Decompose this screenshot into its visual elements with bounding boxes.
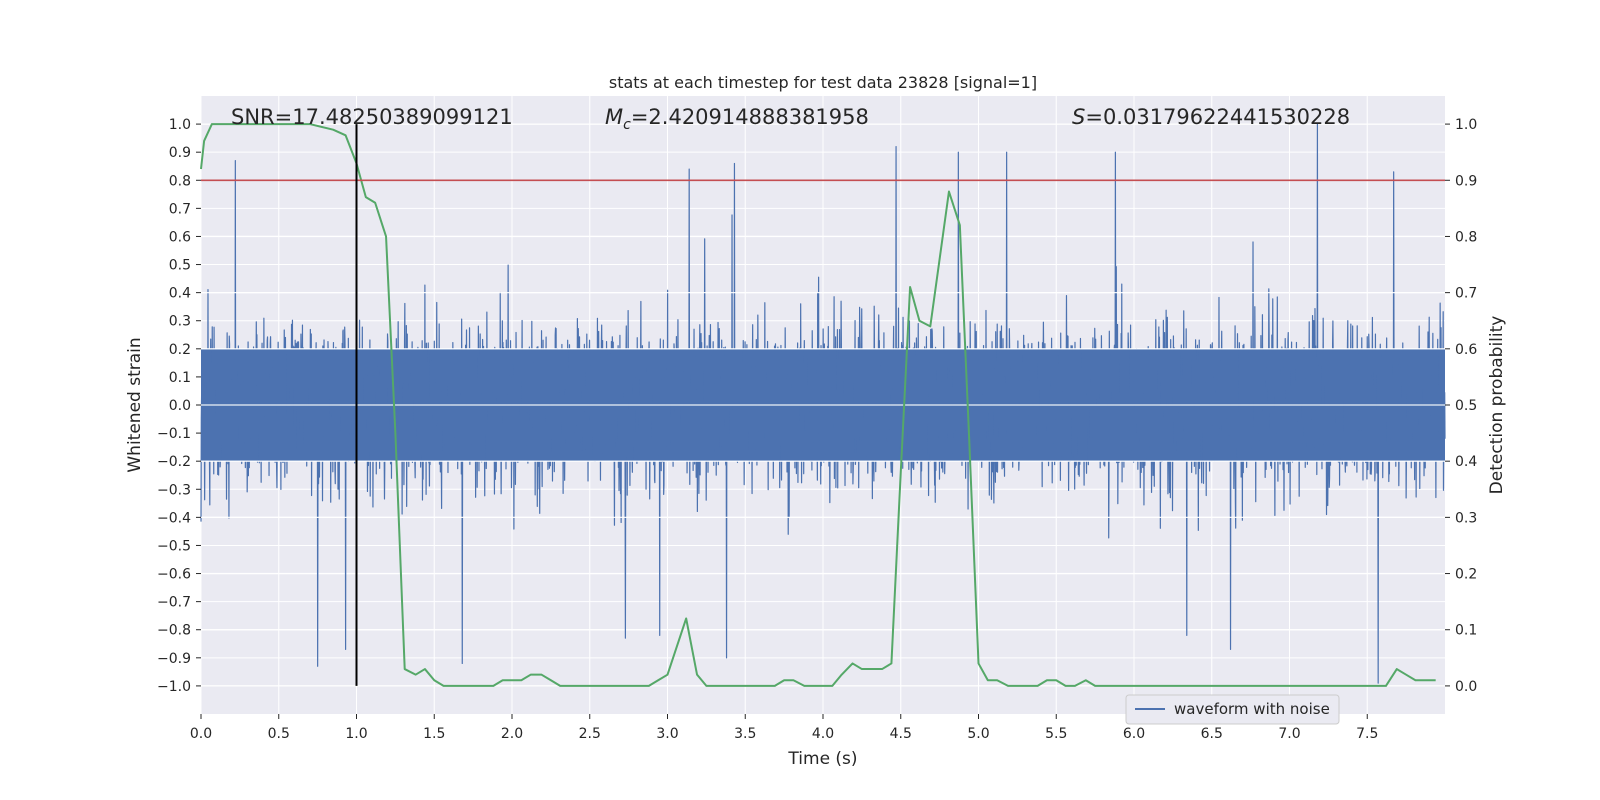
detection-probability-series [200,123,1436,687]
legend: waveform with noise [1125,694,1340,725]
y-left-tick-label: 0.1 [169,370,191,386]
y-left-tick-label: −0.4 [157,510,191,526]
y-right-tick-label: 0.2 [1455,567,1477,583]
y-left-tick-label: −0.9 [157,651,191,667]
y-right-tick-label: 0.8 [1455,229,1477,245]
y-right-tick-label: 0.4 [1455,454,1477,470]
y-left-tick-label: 0.8 [169,173,191,189]
chirp-mass-subscript: c [623,117,631,133]
y-left-tick-label: 0.0 [169,398,191,414]
y-axis-right-label: Detection probability [1487,316,1507,495]
y-left-tick-label: −0.7 [157,595,191,611]
y-right-tick-label: 0.5 [1455,398,1477,414]
y-left-tick-label: 0.6 [169,229,191,245]
y-left-tick-label: −0.8 [157,623,191,639]
x-tick-label: 2.5 [579,726,601,742]
s-symbol: S [1072,105,1085,129]
x-tick-label: 7.0 [1278,726,1300,742]
chirp-mass-symbol: M [605,105,623,129]
overlays [201,124,1445,686]
legend-label-waveform: waveform with noise [1174,700,1330,718]
x-tick-label: 5.0 [967,726,989,742]
y-right-tick-label: 0.9 [1455,173,1477,189]
x-axis-label: Time (s) [787,749,857,769]
x-tick-label: 4.0 [812,726,834,742]
chart-title: stats at each timestep for test data 238… [609,73,1037,92]
waveform-line [200,123,1446,684]
y-left-tick-label: 0.5 [169,258,191,274]
y-right-tick-label: 0.7 [1455,286,1477,302]
y-right-tick-label: 1.0 [1455,117,1477,133]
s-value: =0.03179622441530228 [1085,105,1350,129]
x-axis-ticks: 0.0 0.5 1.0 1.5 2.0 2.5 3.0 3.5 4.0 4.5 5.0 5.5 6.0 6… [190,714,1378,742]
x-tick-label: 6.0 [1123,726,1145,742]
chirp-mass-annotation: Mc=2.420914888381958 [605,105,869,133]
waveform-with-noise-series [200,123,1446,684]
x-tick-label: 0.5 [268,726,290,742]
y-left-tick-label: 0.7 [169,201,191,217]
y-left-tick-label: −0.6 [157,567,191,583]
snr-annotation: SNR=17.48250389099121 [231,105,513,129]
s-annotation: S=0.03179622441530228 [1072,105,1350,129]
y-right-tick-label: 0.0 [1455,679,1477,695]
y-left-tick-label: −0.5 [157,538,191,554]
x-tick-label: 3.0 [656,726,678,742]
y-left-tick-label: 0.9 [169,145,191,161]
y-right-tick-label: 0.3 [1455,510,1477,526]
legend-box [1125,694,1340,725]
y-left-tick-label: 0.3 [169,314,191,330]
x-tick-label: 5.5 [1045,726,1067,742]
x-tick-label: 2.0 [501,726,523,742]
y-left-tick-label: −0.3 [157,482,191,498]
y-left-tick-label: −1.0 [157,679,191,695]
y-right-tick-label: 0.1 [1455,623,1477,639]
y-axis-right-ticks: 1.0 0.9 0.8 0.7 0.6 0.5 0.4 0.3 0.2 0.1 0.0 [1445,117,1477,695]
detection-probability-line [200,123,1436,687]
y-left-tick-label: −0.1 [157,426,191,442]
y-left-tick-label: −0.2 [157,454,191,470]
x-tick-label: 3.5 [734,726,756,742]
y-axis-left-label: Whitened strain [125,337,145,472]
y-right-tick-label: 0.6 [1455,342,1477,358]
y-left-tick-label: 0.2 [169,342,191,358]
x-tick-label: 7.5 [1356,726,1378,742]
x-tick-label: 1.5 [423,726,445,742]
chirp-mass-value: =2.420914888381958 [631,105,869,129]
x-tick-label: 4.5 [890,726,912,742]
y-left-tick-label: 1.0 [169,117,191,133]
y-axis-left-ticks: 1.0 0.9 0.8 0.7 0.6 0.5 0.4 0.3 0.2 0.1 0.0 −0.1 −0.… [157,117,201,695]
x-tick-label: 1.0 [345,726,367,742]
x-tick-label: 6.5 [1201,726,1223,742]
y-left-tick-label: 0.4 [169,286,191,302]
x-tick-label: 0.0 [190,726,212,742]
